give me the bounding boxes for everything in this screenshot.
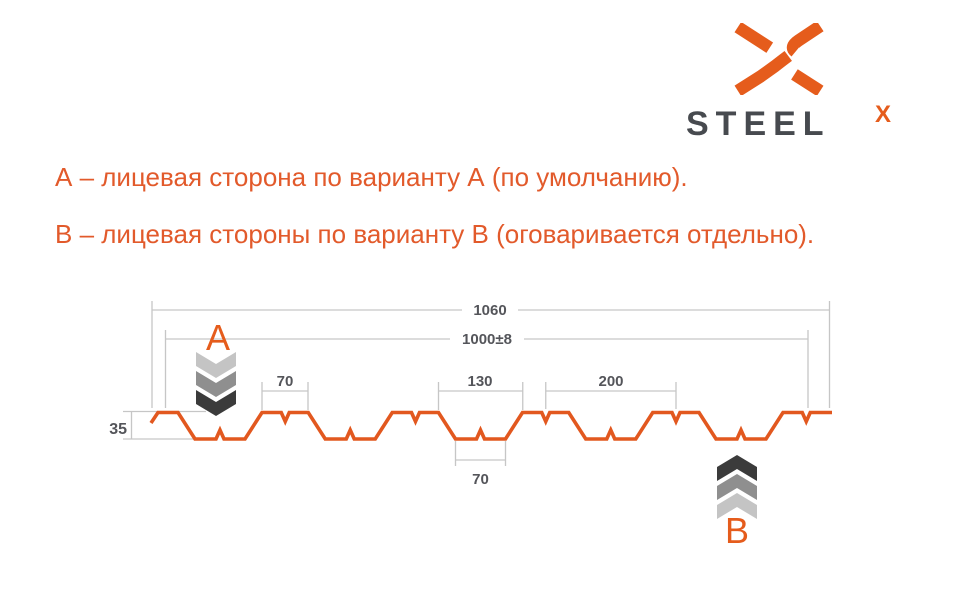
logo-ribbon-center <box>734 50 792 95</box>
steelx-logo-icon <box>734 23 824 95</box>
note-variant-a: А – лицевая сторона по варианту А (по ум… <box>55 162 688 192</box>
dim-label-200: 200 <box>598 373 623 390</box>
dim-label-70-top: 70 <box>277 373 294 390</box>
chevron-down-icon <box>196 390 236 416</box>
chevron-down-icon <box>196 352 236 378</box>
logo-arm-top-left <box>734 23 774 53</box>
marker-variant-b: B <box>717 455 757 551</box>
dim-valley-opening: 130 <box>437 373 524 410</box>
dim-label-1060: 1060 <box>473 302 506 319</box>
dim-label-35: 35 <box>109 421 127 438</box>
dim-label-1000: 1000±8 <box>462 331 512 348</box>
chevron-up-icon <box>717 493 757 519</box>
marker-a-letter: A <box>206 317 230 358</box>
dim-overall-width: 1060 <box>151 301 831 408</box>
dim-crest-width: 70 <box>261 373 309 410</box>
marker-b-letter: B <box>725 510 749 551</box>
note-variant-b: В – лицевая стороны по варианту В (огова… <box>55 219 815 249</box>
dim-pitch: 200 <box>545 373 677 409</box>
brand-wordmark: STEEL <box>686 105 831 143</box>
brand-superscript-x: X <box>875 101 892 128</box>
chevron-down-icon <box>196 371 236 397</box>
chevron-up-icon <box>717 455 757 481</box>
dim-profile-height: 35 <box>109 410 206 440</box>
logo-arm-bottom-right <box>791 69 824 95</box>
chevron-up-icon <box>717 474 757 500</box>
dim-label-130: 130 <box>467 373 492 390</box>
profile-path <box>149 410 832 441</box>
marker-variant-a: A <box>196 317 236 416</box>
dim-valley-width: 70 <box>454 441 507 488</box>
dim-label-70-bottom: 70 <box>472 471 489 488</box>
logo-arm-top-right <box>786 23 824 57</box>
dim-working-width: 1000±8 <box>164 330 809 408</box>
